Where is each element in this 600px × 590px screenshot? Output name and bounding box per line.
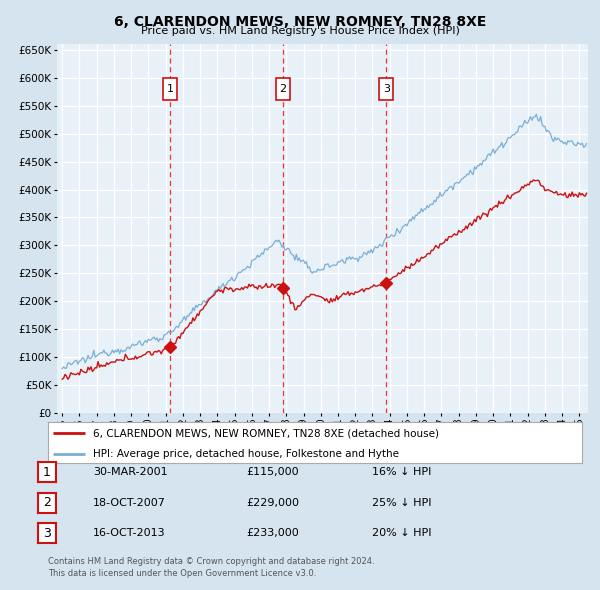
Text: Contains HM Land Registry data © Crown copyright and database right 2024.: Contains HM Land Registry data © Crown c… <box>48 558 374 566</box>
FancyBboxPatch shape <box>276 78 290 100</box>
Text: £229,000: £229,000 <box>246 498 299 507</box>
Text: 16% ↓ HPI: 16% ↓ HPI <box>372 467 431 477</box>
Text: £233,000: £233,000 <box>246 529 299 538</box>
Text: 18-OCT-2007: 18-OCT-2007 <box>93 498 166 507</box>
Text: 3: 3 <box>43 527 51 540</box>
Text: 3: 3 <box>383 84 390 94</box>
FancyBboxPatch shape <box>163 78 177 100</box>
Text: 25% ↓ HPI: 25% ↓ HPI <box>372 498 431 507</box>
Text: 2: 2 <box>43 496 51 509</box>
Text: 20% ↓ HPI: 20% ↓ HPI <box>372 529 431 538</box>
Text: This data is licensed under the Open Government Licence v3.0.: This data is licensed under the Open Gov… <box>48 569 316 578</box>
Text: 16-OCT-2013: 16-OCT-2013 <box>93 529 166 538</box>
Text: 6, CLARENDON MEWS, NEW ROMNEY, TN28 8XE (detached house): 6, CLARENDON MEWS, NEW ROMNEY, TN28 8XE … <box>94 428 439 438</box>
Text: 1: 1 <box>43 466 51 478</box>
Text: £115,000: £115,000 <box>246 467 299 477</box>
Text: 6, CLARENDON MEWS, NEW ROMNEY, TN28 8XE: 6, CLARENDON MEWS, NEW ROMNEY, TN28 8XE <box>114 15 486 29</box>
Text: HPI: Average price, detached house, Folkestone and Hythe: HPI: Average price, detached house, Folk… <box>94 449 400 459</box>
Text: 1: 1 <box>166 84 173 94</box>
FancyBboxPatch shape <box>379 78 393 100</box>
Text: Price paid vs. HM Land Registry's House Price Index (HPI): Price paid vs. HM Land Registry's House … <box>140 26 460 36</box>
Text: 30-MAR-2001: 30-MAR-2001 <box>93 467 167 477</box>
Text: 2: 2 <box>279 84 286 94</box>
